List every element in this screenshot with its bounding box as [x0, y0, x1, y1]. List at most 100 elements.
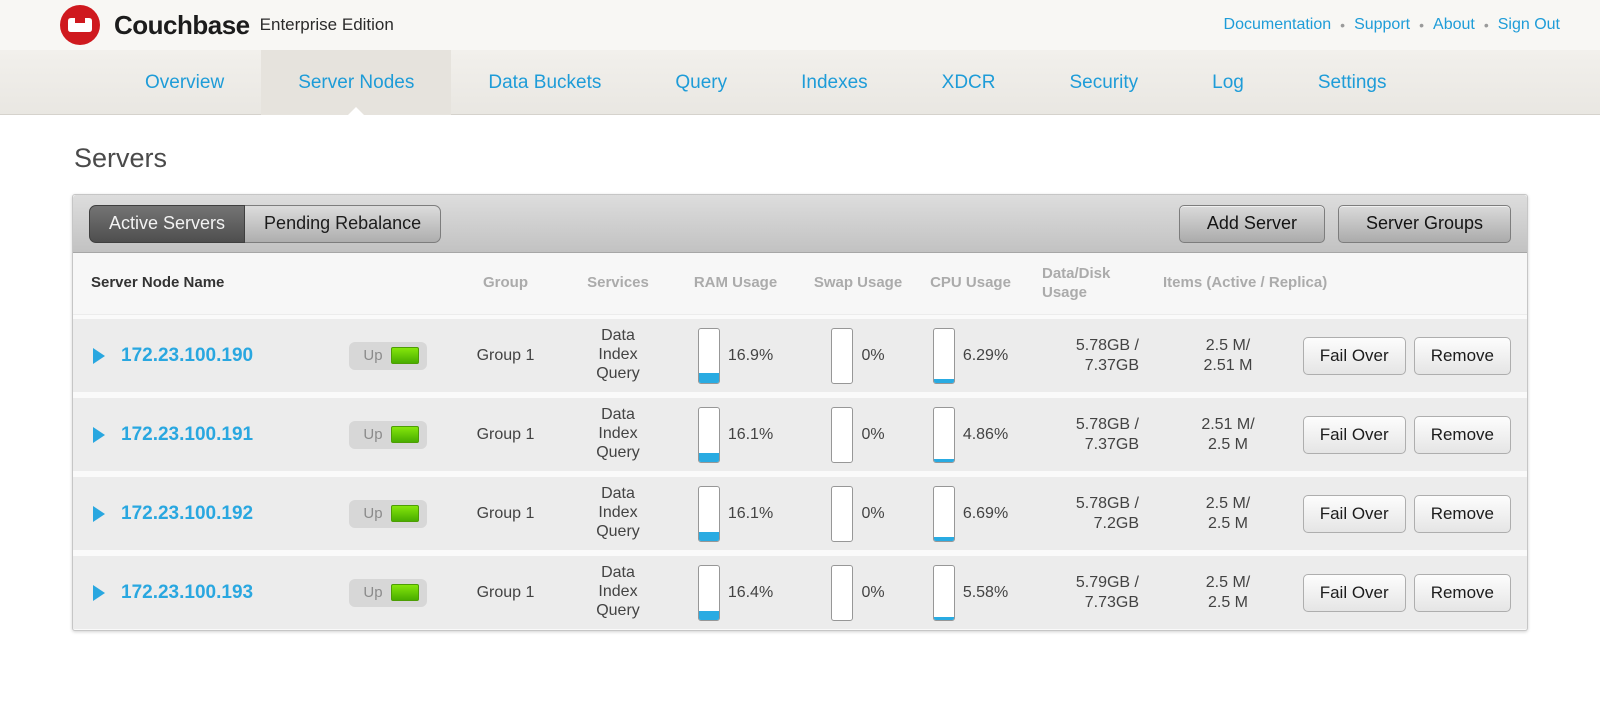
main-content: Servers Active Servers Pending Rebalance…: [0, 115, 1600, 631]
fail-over-button[interactable]: Fail Over: [1302, 494, 1406, 533]
col-header-group: Group: [483, 274, 528, 292]
group-cell: Group 1: [476, 425, 535, 443]
items-cell: 2.51 M/2.5 M: [1201, 415, 1255, 453]
data-disk-usage-cell: 5.78GB /7.37GB: [1075, 415, 1139, 453]
remove-button[interactable]: Remove: [1413, 415, 1511, 454]
nav-tab-indexes[interactable]: Indexes: [801, 71, 868, 93]
link-separator: •: [1419, 17, 1425, 33]
items-cell: 2.5 M/2.5 M: [1205, 494, 1251, 532]
cpu-usage-meter: [932, 406, 955, 463]
col-header-server-node-name: Server Node Name: [91, 274, 225, 292]
swap-usage-meter: [831, 406, 854, 463]
ram-usage-value: 16.1%: [727, 425, 774, 443]
cpu-usage-value: 4.86%: [962, 425, 1009, 443]
server-node-link[interactable]: 172.23.100.193: [121, 581, 254, 603]
ram-usage-meter: [697, 485, 720, 542]
data-disk-usage-cell: 5.78GB /7.37GB: [1075, 336, 1139, 374]
ram-usage-cell: 16.4%: [668, 564, 803, 621]
cpu-usage-meter: [932, 564, 955, 621]
brand-name: Couchbase: [114, 9, 250, 40]
server-node-link[interactable]: 172.23.100.192: [121, 502, 254, 524]
status-badge: Up: [349, 499, 427, 528]
top-link-support[interactable]: Support: [1354, 16, 1411, 33]
remove-button[interactable]: Remove: [1413, 494, 1511, 533]
status-label: Up: [363, 584, 383, 601]
server-view-tabs: Active Servers Pending Rebalance: [89, 204, 442, 243]
remove-button[interactable]: Remove: [1413, 573, 1511, 612]
server-node-link[interactable]: 172.23.100.190: [121, 344, 254, 366]
cpu-usage-cell: 6.69%: [913, 485, 1028, 542]
group-cell: Group 1: [476, 504, 535, 522]
nav-tab-log[interactable]: Log: [1212, 71, 1244, 93]
services-cell: Data Index Query: [596, 564, 640, 619]
swap-usage-cell: 0%: [803, 564, 913, 621]
top-link-about[interactable]: About: [1433, 16, 1475, 33]
data-disk-usage-cell: 5.79GB /7.73GB: [1075, 573, 1139, 611]
ram-usage-cell: 16.9%: [668, 327, 803, 384]
status-label: Up: [363, 426, 383, 443]
expand-row-icon[interactable]: [93, 347, 105, 364]
expand-row-icon[interactable]: [93, 584, 105, 601]
cpu-usage-cell: 5.58%: [913, 564, 1028, 621]
main-nav: Overview Server Nodes Data Buckets Query Ind…: [0, 50, 1600, 116]
swap-usage-value: 0%: [861, 583, 885, 601]
swap-usage-meter: [831, 327, 854, 384]
nav-tab-query[interactable]: Query: [675, 71, 728, 93]
tab-active-servers[interactable]: Active Servers: [89, 204, 246, 243]
top-header-bar: Couchbase Enterprise Edition Documentati…: [0, 0, 1600, 50]
nav-tab-settings[interactable]: Settings: [1317, 71, 1387, 93]
swap-usage-value: 0%: [861, 504, 885, 522]
col-header-ram-usage: RAM Usage: [693, 274, 778, 292]
col-header-services: Services: [587, 274, 649, 292]
server-rows: 172.23.100.190 Up Group 1 Data Index Query…: [73, 319, 1527, 630]
top-link-documentation[interactable]: Documentation: [1223, 16, 1332, 33]
fail-over-button[interactable]: Fail Over: [1302, 415, 1406, 454]
swap-usage-value: 0%: [861, 346, 885, 364]
nav-tab-xdcr[interactable]: XDCR: [941, 71, 996, 93]
nav-tab-overview[interactable]: Overview: [145, 71, 225, 93]
ram-usage-value: 16.4%: [727, 583, 774, 601]
services-cell: Data Index Query: [596, 327, 640, 382]
fail-over-button[interactable]: Fail Over: [1302, 573, 1406, 612]
servers-panel: Active Servers Pending Rebalance Add Ser…: [72, 194, 1528, 631]
ram-usage-meter: [697, 327, 720, 384]
cpu-usage-value: 5.58%: [962, 583, 1009, 601]
cpu-usage-meter: [932, 327, 955, 384]
ram-usage-cell: 16.1%: [668, 485, 803, 542]
server-groups-button[interactable]: Server Groups: [1337, 204, 1511, 243]
nav-tab-data-buckets[interactable]: Data Buckets: [488, 71, 602, 93]
top-link-sign-out[interactable]: Sign Out: [1497, 16, 1560, 33]
col-header-cpu-usage: CPU Usage: [930, 274, 1011, 292]
status-badge: Up: [349, 341, 427, 370]
swap-usage-value: 0%: [861, 425, 885, 443]
link-separator: •: [1340, 17, 1346, 33]
server-node-link[interactable]: 172.23.100.191: [121, 423, 254, 445]
swap-usage-cell: 0%: [803, 406, 913, 463]
edition-label: Enterprise Edition: [259, 15, 394, 34]
status-badge: Up: [349, 578, 427, 607]
expand-row-icon[interactable]: [93, 426, 105, 443]
table-row: 172.23.100.191 Up Group 1 Data Index Query…: [73, 398, 1527, 471]
nav-tab-security[interactable]: Security: [1069, 71, 1139, 93]
table-row: 172.23.100.190 Up Group 1 Data Index Query…: [73, 319, 1527, 392]
services-cell: Data Index Query: [596, 406, 640, 461]
swap-usage-cell: 0%: [803, 485, 913, 542]
col-header-data-disk-usage: Data/Disk Usage: [1042, 264, 1111, 301]
add-server-button[interactable]: Add Server: [1178, 204, 1325, 243]
data-disk-usage-cell: 5.78GB /7.2GB: [1075, 494, 1139, 532]
table-header-row: Server Node Name Group Services RAM Usag…: [73, 253, 1527, 315]
expand-row-icon[interactable]: [93, 505, 105, 522]
ram-usage-meter: [697, 564, 720, 621]
couchbase-logo-icon: [60, 5, 100, 45]
ram-usage-meter: [697, 406, 720, 463]
status-green-indicator-icon: [390, 505, 419, 522]
group-cell: Group 1: [476, 583, 535, 601]
tab-pending-rebalance[interactable]: Pending Rebalance: [245, 204, 442, 243]
top-links: Documentation • Support • About • Sign Out: [1224, 16, 1560, 34]
remove-button[interactable]: Remove: [1413, 336, 1511, 375]
items-cell: 2.5 M/2.5 M: [1205, 573, 1251, 611]
nav-tab-server-nodes[interactable]: Server Nodes: [261, 50, 452, 116]
col-header-swap-usage: Swap Usage: [813, 274, 903, 292]
fail-over-button[interactable]: Fail Over: [1302, 336, 1406, 375]
cpu-usage-value: 6.29%: [962, 346, 1009, 364]
